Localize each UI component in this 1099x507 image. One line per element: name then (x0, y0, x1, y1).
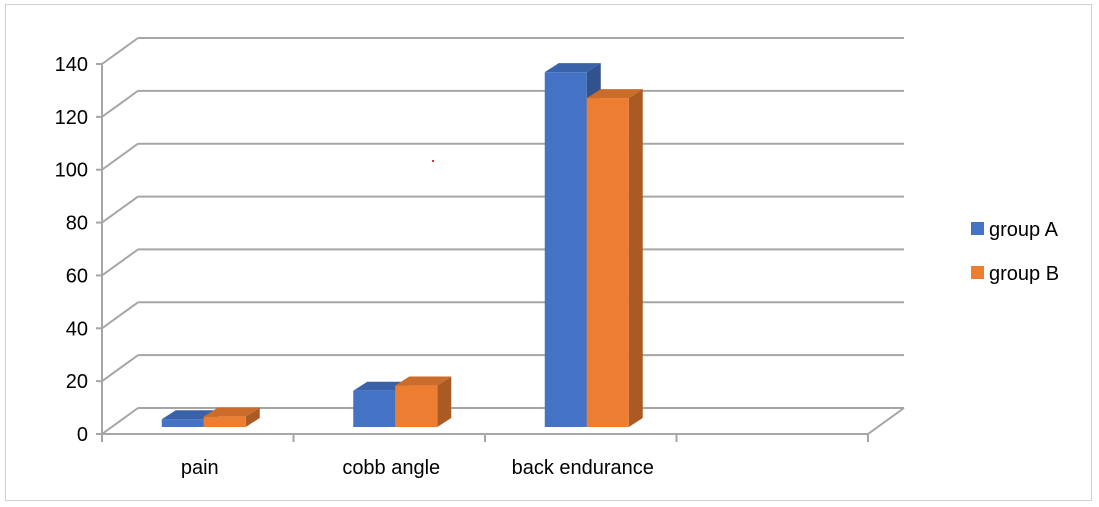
labels: 0 20 40 60 80 100 120 140 pain cobb angle back end… (55, 54, 654, 479)
bar-top (586, 89, 643, 99)
gridline (101, 354, 139, 382)
bar-front (203, 416, 246, 427)
gridline (101, 195, 139, 224)
stray-dot (432, 160, 434, 162)
x-tick-label: pain (181, 457, 219, 479)
bar (203, 407, 260, 427)
x-tick-label: back endurance (512, 457, 654, 479)
gridline (101, 142, 139, 171)
bar (586, 89, 643, 427)
bar (395, 376, 452, 427)
y-tick-label: 100 (55, 160, 88, 182)
bars (161, 63, 643, 428)
y-tick-label: 120 (55, 107, 88, 129)
y-tick-label: 80 (66, 213, 88, 235)
floor-edge (101, 407, 139, 435)
gridline (101, 37, 139, 65)
y-tick-label: 0 (77, 424, 88, 446)
gridline (101, 90, 139, 118)
legend-label: group A (989, 219, 1059, 241)
bar-front (395, 385, 438, 427)
floor-edge (867, 407, 905, 435)
bar-top (544, 63, 601, 73)
bar-side (628, 89, 643, 427)
bar-front (353, 390, 396, 427)
legend: group A group B (971, 219, 1059, 285)
legend-swatch (971, 222, 984, 235)
y-tick-label: 140 (55, 54, 88, 76)
legend-swatch (971, 266, 984, 279)
y-tick-label: 60 (66, 265, 88, 287)
bar-side (437, 376, 452, 427)
x-tick-label: cobb angle (342, 457, 440, 479)
gridlines (101, 37, 904, 382)
bar-top (203, 407, 260, 417)
bar-side (245, 407, 260, 427)
y-tick-label: 40 (66, 318, 88, 340)
gridline (101, 248, 139, 277)
bar-top (395, 376, 452, 386)
legend-label: group B (989, 263, 1059, 285)
bar-front (161, 419, 204, 427)
y-tick-label: 20 (66, 371, 88, 393)
bar-front (544, 72, 587, 428)
gridline (101, 301, 139, 330)
bar-front (586, 98, 629, 427)
chart-frame (5, 4, 1092, 501)
axes (96, 63, 905, 442)
